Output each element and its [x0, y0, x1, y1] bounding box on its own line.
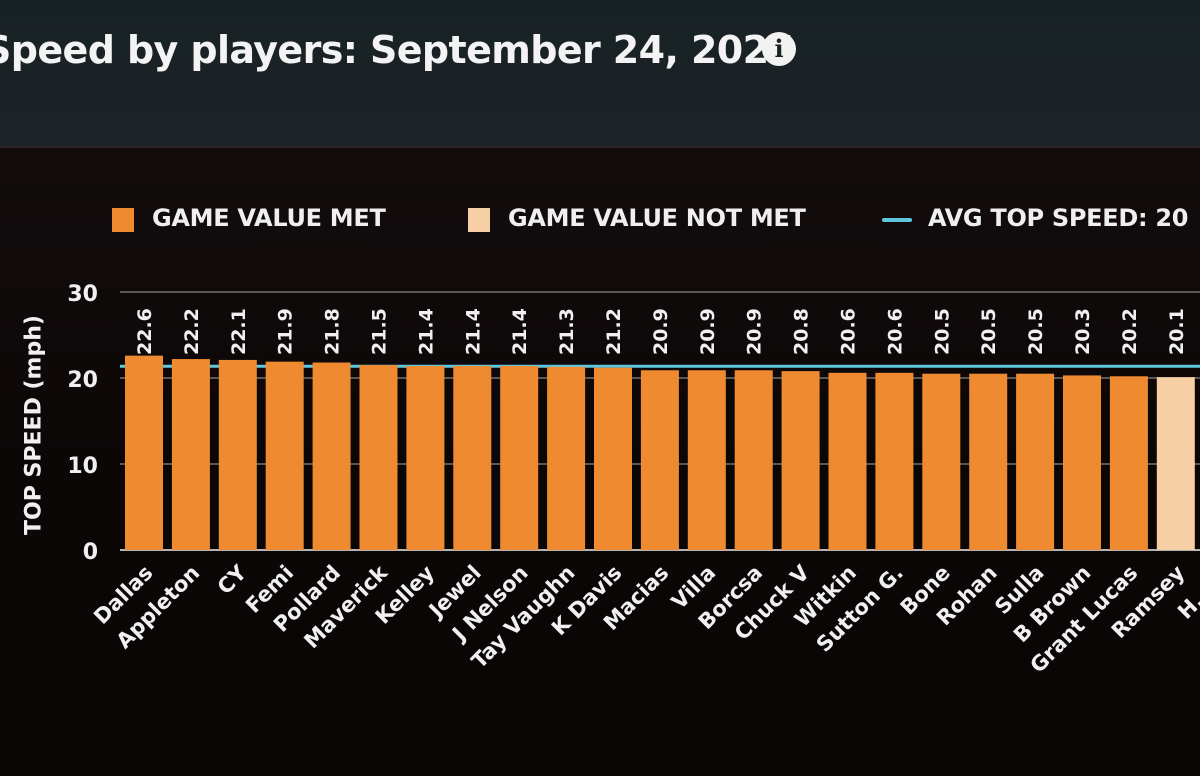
bar-value-label: 20.9 — [650, 308, 672, 355]
bar[interactable] — [1156, 377, 1195, 550]
bar[interactable] — [1109, 376, 1148, 550]
y-tick-label: 0 — [83, 540, 98, 565]
bar-value-label: 21.4 — [462, 308, 484, 355]
bar[interactable] — [171, 359, 210, 550]
bar-value-label: 21.2 — [603, 308, 625, 355]
bar-value-label: 21.9 — [275, 308, 297, 355]
bars-group — [125, 355, 1195, 550]
bar[interactable] — [265, 361, 304, 550]
category-tick-label: CY — [213, 560, 252, 599]
bar[interactable] — [828, 372, 867, 550]
chart-title: Speed by players: September 24, 2025 — [0, 28, 795, 72]
bar-value-label: 21.8 — [322, 308, 344, 355]
bar-value-label: 22.2 — [181, 308, 203, 355]
bar-value-label: 21.4 — [509, 308, 531, 355]
bar-value-label: 20.3 — [1072, 308, 1094, 355]
y-tick-label: 20 — [67, 368, 98, 393]
bar-value-label: 20.9 — [697, 308, 719, 355]
bar[interactable] — [734, 370, 773, 550]
bar-value-label: 21.4 — [415, 308, 437, 355]
bar[interactable] — [500, 365, 539, 550]
bar[interactable] — [875, 372, 914, 550]
bar-value-label: 20.6 — [884, 308, 906, 355]
bar-value-label: 22.1 — [228, 308, 250, 355]
bar[interactable] — [781, 371, 820, 550]
bar[interactable] — [687, 370, 726, 550]
bar-value-label: 20.2 — [1119, 308, 1141, 355]
y-tick-label: 30 — [67, 282, 98, 307]
bar[interactable] — [922, 373, 961, 550]
legend-label-met: GAME VALUE MET — [152, 204, 386, 232]
bar[interactable] — [218, 359, 257, 550]
legend-line-avg — [882, 218, 912, 222]
bar[interactable] — [406, 365, 445, 550]
header-divider — [0, 146, 1200, 148]
bar[interactable] — [594, 367, 632, 550]
bar-value-label: 20.1 — [1166, 308, 1188, 355]
legend-swatch-not-met — [468, 208, 490, 232]
bar-value-label: 20.6 — [838, 308, 860, 355]
bar-value-label: 20.5 — [1025, 308, 1047, 355]
legend-swatch-met — [112, 208, 134, 232]
bar-value-label: 20.5 — [978, 308, 1000, 355]
bar-value-label: 20.5 — [931, 308, 953, 355]
bar-value-label: 20.8 — [791, 308, 813, 355]
legend-label-avg: AVG TOP SPEED: 20 — [928, 204, 1189, 232]
bar[interactable] — [1016, 373, 1055, 550]
bar-value-label: 20.9 — [744, 308, 766, 355]
bar-value-label: 22.6 — [134, 308, 156, 355]
bar-chart: 010203022.6Dallas22.2Appleton22.1CY21.9F… — [67, 282, 1200, 678]
bar[interactable] — [547, 366, 586, 550]
bar[interactable] — [125, 355, 163, 550]
bar[interactable] — [312, 362, 351, 550]
bar[interactable] — [640, 370, 679, 550]
bar[interactable] — [969, 373, 1008, 550]
y-tick-label: 10 — [67, 454, 98, 479]
bar[interactable] — [453, 365, 492, 550]
bar-value-label: 21.3 — [556, 308, 578, 355]
chart-header: Speed by players: September 24, 2025 i — [0, 0, 1200, 146]
bar[interactable] — [359, 365, 398, 550]
info-icon[interactable]: i — [762, 32, 796, 66]
legend-label-not-met: GAME VALUE NOT MET — [508, 204, 806, 232]
bar[interactable] — [1063, 375, 1101, 550]
bar-value-label: 21.5 — [369, 308, 391, 355]
